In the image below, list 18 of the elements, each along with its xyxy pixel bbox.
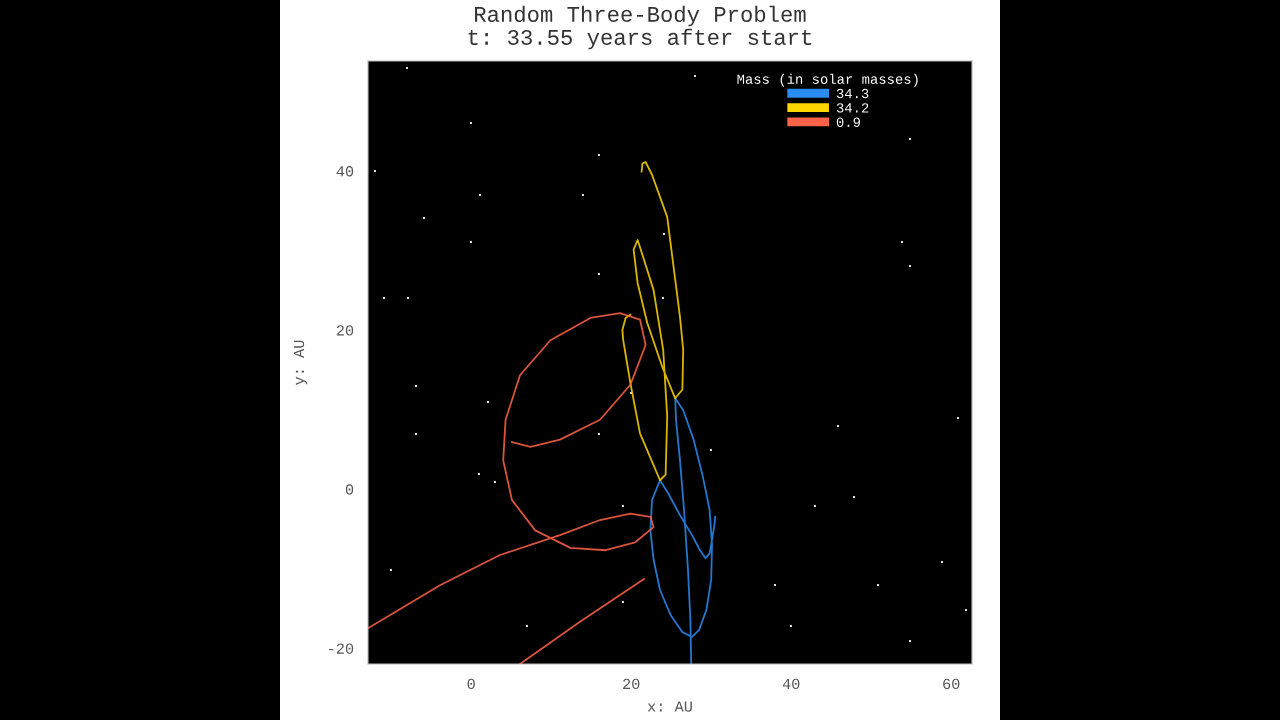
chart-subtitle: t: 33.55 years after start: [468, 28, 812, 50]
y-tick-label: 20: [336, 325, 354, 336]
line-series: [621, 161, 685, 482]
y-tick-label: 40: [336, 166, 354, 177]
x-tick-label: 0: [467, 678, 475, 690]
legend-title: Mass (in solar masses): [737, 73, 918, 87]
legend-label: 34.3: [836, 88, 869, 99]
legend-label: 34.2: [836, 103, 869, 113]
y-tick-label: 0: [345, 484, 354, 495]
chart-title: Random Three-Body Problem: [475, 5, 806, 27]
y-axis-title: y: AU: [293, 340, 308, 385]
x-tick-label: 60: [943, 678, 960, 690]
x-axis-title: x: AU: [647, 701, 692, 712]
x-tick-label: 20: [623, 678, 640, 690]
line-series: [649, 397, 717, 664]
x-tick-label: 40: [782, 678, 800, 690]
legend-label: 0.9: [836, 117, 860, 127]
y-tick-label: -20: [329, 643, 354, 654]
